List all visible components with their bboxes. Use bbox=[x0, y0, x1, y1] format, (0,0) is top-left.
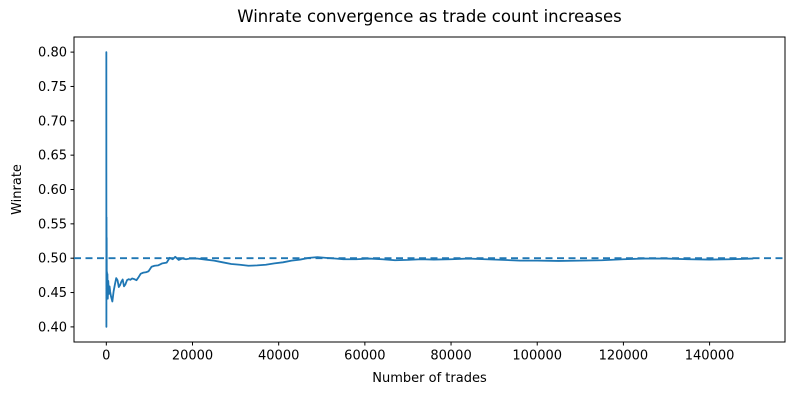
y-axis-label: Winrate bbox=[10, 164, 25, 215]
y-tick-label: 0.75 bbox=[38, 80, 67, 95]
y-tick-label: 0.80 bbox=[38, 46, 67, 61]
x-tick-label: 60000 bbox=[344, 349, 385, 364]
x-tick-label: 80000 bbox=[430, 349, 471, 364]
x-tick-label: 40000 bbox=[258, 349, 299, 364]
x-tick-label: 0 bbox=[102, 349, 110, 364]
x-tick-label: 140000 bbox=[685, 349, 735, 364]
x-tick-label: 120000 bbox=[599, 349, 649, 364]
chart-title: Winrate convergence as trade count incre… bbox=[237, 7, 621, 26]
y-tick-label: 0.55 bbox=[38, 217, 67, 232]
x-tick-label: 100000 bbox=[512, 349, 562, 364]
winrate-line bbox=[105, 51, 754, 328]
x-tick-label: 20000 bbox=[172, 349, 213, 364]
y-tick-label: 0.50 bbox=[38, 252, 67, 267]
y-tick-label: 0.40 bbox=[38, 320, 67, 335]
y-axis-ticks: 0.40 0.45 0.50 0.55 0.60 0.65 0.70 0.75 0.80 bbox=[38, 46, 74, 335]
y-tick-label: 0.65 bbox=[38, 149, 67, 164]
y-tick-label: 0.70 bbox=[38, 114, 67, 129]
y-tick-label: 0.45 bbox=[38, 286, 67, 301]
plot-area-spines bbox=[73, 36, 786, 343]
x-axis-label: Number of trades bbox=[372, 371, 487, 386]
x-axis-ticks: 0 20000 40000 60000 80000 100000 120000 140000 bbox=[102, 342, 734, 364]
y-tick-label: 0.60 bbox=[38, 183, 67, 198]
